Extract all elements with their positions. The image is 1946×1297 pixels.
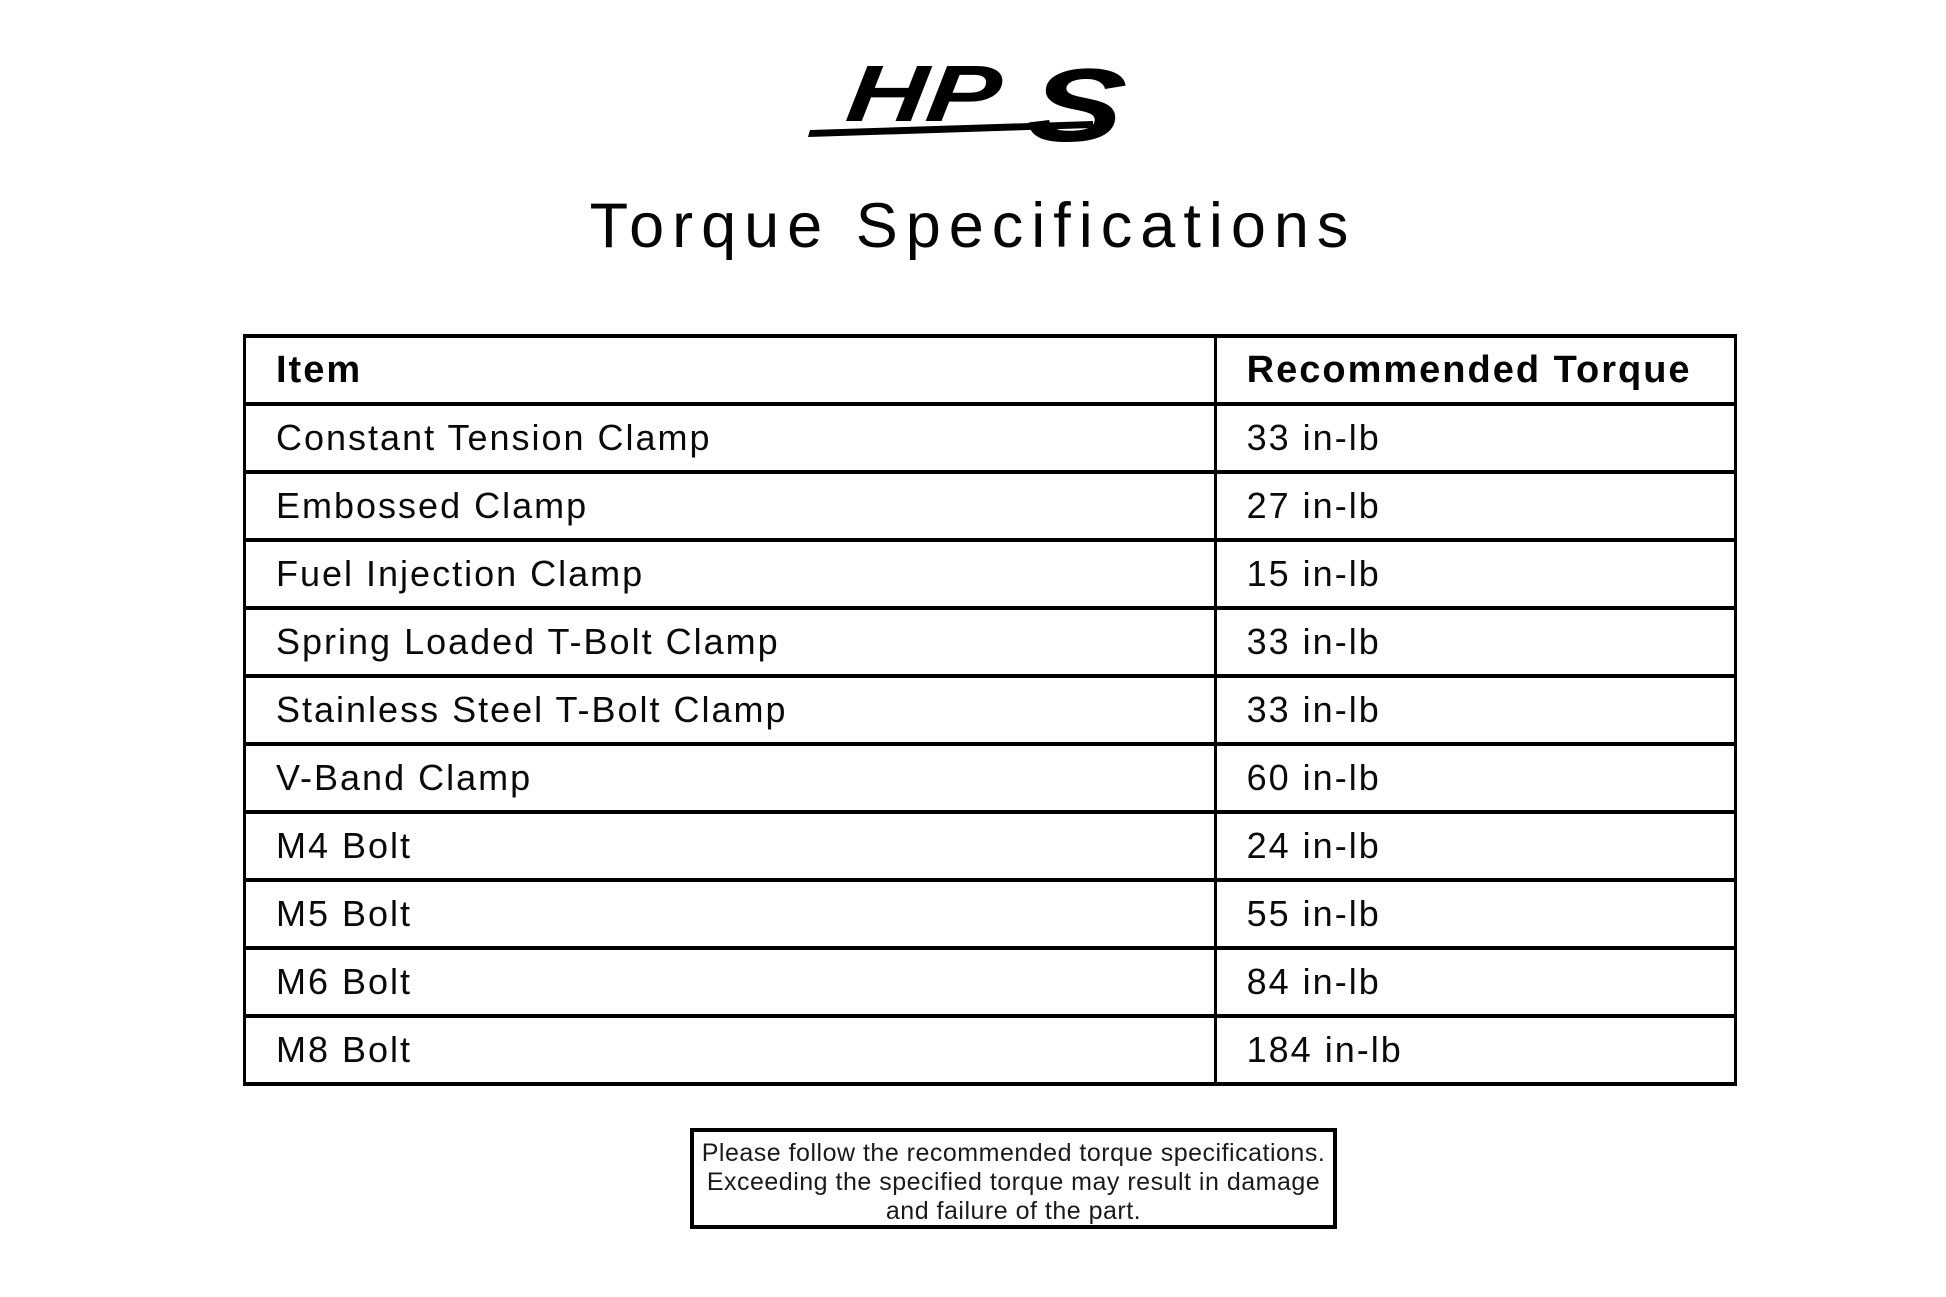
item-cell: Constant Tension Clamp bbox=[243, 402, 1217, 474]
item-cell: Spring Loaded T-Bolt Clamp bbox=[243, 606, 1217, 678]
table-row: V-Band Clamp 60 in-lb bbox=[243, 742, 1738, 814]
hps-logo: HP S bbox=[806, 47, 1140, 163]
item-cell: M5 Bolt bbox=[243, 878, 1217, 950]
note-line: Exceeding the specified torque may resul… bbox=[706, 1168, 1321, 1196]
torque-warning-note: Please follow the recommended torque spe… bbox=[690, 1128, 1337, 1229]
torque-cell: 55 in-lb bbox=[1213, 878, 1738, 950]
table-row: Stainless Steel T-Bolt Clamp 33 in-lb bbox=[243, 674, 1738, 746]
item-cell: V-Band Clamp bbox=[243, 742, 1217, 814]
hps-logo-icon: HP S bbox=[808, 47, 1132, 163]
table-row: Fuel Injection Clamp 15 in-lb bbox=[243, 538, 1738, 610]
column-header-item: Item bbox=[243, 334, 1217, 406]
logo-hp-text: HP bbox=[842, 56, 1007, 138]
table-header-row: Item Recommended Torque bbox=[243, 334, 1738, 406]
torque-cell: 27 in-lb bbox=[1213, 470, 1738, 542]
table-row: M5 Bolt 55 in-lb bbox=[243, 878, 1738, 950]
item-cell: Fuel Injection Clamp bbox=[243, 538, 1217, 610]
item-cell: M8 Bolt bbox=[243, 1014, 1217, 1086]
torque-cell: 24 in-lb bbox=[1213, 810, 1738, 882]
note-line: Please follow the recommended torque spe… bbox=[701, 1139, 1326, 1167]
table-row: M4 Bolt 24 in-lb bbox=[243, 810, 1738, 882]
item-cell: M4 Bolt bbox=[243, 810, 1217, 882]
logo-underline-swoosh bbox=[808, 121, 1093, 137]
table-row: Constant Tension Clamp 33 in-lb bbox=[243, 402, 1738, 474]
torque-cell: 60 in-lb bbox=[1213, 742, 1738, 814]
item-cell: Embossed Clamp bbox=[243, 470, 1217, 542]
logo-s-text: S bbox=[1022, 56, 1132, 148]
torque-cell: 33 in-lb bbox=[1213, 674, 1738, 746]
torque-cell: 33 in-lb bbox=[1213, 606, 1738, 678]
torque-spec-table: Item Recommended Torque Constant Tension… bbox=[243, 334, 1738, 1086]
torque-cell: 84 in-lb bbox=[1213, 946, 1738, 1018]
torque-cell: 184 in-lb bbox=[1213, 1014, 1738, 1086]
table-row: Spring Loaded T-Bolt Clamp 33 in-lb bbox=[243, 606, 1738, 678]
torque-cell: 33 in-lb bbox=[1213, 402, 1738, 474]
note-line: and failure of the part. bbox=[885, 1197, 1142, 1225]
page-title: Torque Specifications bbox=[589, 191, 1357, 261]
item-cell: Stainless Steel T-Bolt Clamp bbox=[243, 674, 1217, 746]
column-header-torque: Recommended Torque bbox=[1213, 334, 1738, 406]
table-row: M6 Bolt 84 in-lb bbox=[243, 946, 1738, 1018]
table-row: M8 Bolt 184 in-lb bbox=[243, 1014, 1738, 1086]
table-row: Embossed Clamp 27 in-lb bbox=[243, 470, 1738, 542]
torque-cell: 15 in-lb bbox=[1213, 538, 1738, 610]
item-cell: M6 Bolt bbox=[243, 946, 1217, 1018]
